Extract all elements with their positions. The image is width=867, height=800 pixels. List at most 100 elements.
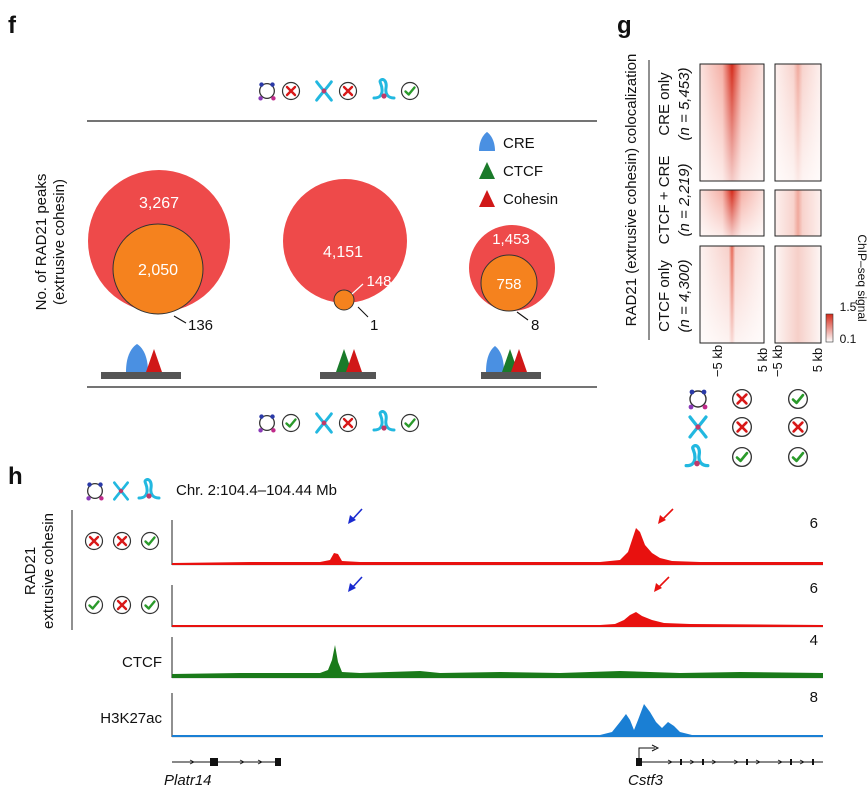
g-row-cre-only-n: (n = 5,453) (676, 68, 693, 141)
blue-arrow-icon (348, 576, 363, 592)
legend-cre: CRE (503, 135, 535, 152)
venn-inner-circle (480, 254, 538, 312)
panel-label-g: g (617, 12, 632, 39)
panel-label-f: f (8, 12, 17, 39)
peak-glyph-all (481, 346, 541, 379)
ring-icon (257, 81, 277, 102)
venn-outside-count: 8 (531, 317, 539, 334)
h-group-label-line2: extrusive cohesin (40, 513, 57, 629)
check-icon (731, 446, 753, 468)
cross-icon (338, 413, 358, 433)
g-row-ctcf-cre-n: (n = 2,219) (676, 164, 693, 237)
legend: CRE CTCF Cohesin (479, 132, 558, 208)
legend-cohesin: Cohesin (503, 191, 558, 208)
g-x-right-col2: 5 kb (810, 348, 825, 373)
track-signal-rad21-2 (172, 612, 823, 627)
venn-outer-circle (283, 179, 407, 303)
check-icon (787, 388, 809, 410)
h-group-label: RAD21 extrusive cohesin (22, 513, 57, 629)
f-ylabel: No. of RAD21 peaks (extrusive cohesin) (33, 174, 68, 311)
cohesin-triangle-icon (146, 349, 162, 372)
gene-platr14 (172, 758, 281, 766)
cross-icon (731, 388, 753, 410)
gene-label-platr14: Platr14 (164, 772, 212, 789)
check-icon (84, 595, 104, 615)
gene-label-cstf3: Cstf3 (628, 772, 664, 789)
h-group-label-line1: RAD21 (22, 547, 39, 595)
colorbar-max: 1.5 (840, 300, 857, 314)
track-signal-rad21-1 (172, 528, 823, 565)
x-chromatid-icon (688, 415, 708, 439)
h-locus: Chr. 2:104.4–104.44 Mb (176, 482, 337, 499)
check-icon (400, 81, 420, 101)
cross-icon (112, 531, 132, 551)
g-row-ctcf-cre: CTCF + CRE (656, 156, 673, 245)
track-signal-ctcf (172, 645, 823, 678)
g-row-cre-only: CRE only (656, 72, 673, 136)
f-ylabel-line1: No. of RAD21 peaks (33, 174, 50, 311)
peak-glyph-ctcf-cohesin (320, 349, 376, 379)
venn-inner-count: 148 (366, 273, 391, 290)
colorbar-label: ChIP–seq signal (855, 234, 867, 321)
loop-icon (372, 78, 396, 101)
cross-icon (787, 416, 809, 438)
red-arrow-icon (658, 508, 674, 524)
ring-icon (257, 413, 277, 434)
gene-cstf3 (636, 744, 823, 766)
pointer-line (516, 311, 529, 321)
track-max-rad21-2: 6 (810, 580, 818, 597)
cross-icon (338, 81, 358, 101)
heatmap-ctcf-only (774, 245, 822, 344)
heatmap-col1 (699, 63, 765, 344)
check-icon (140, 595, 160, 615)
legend-ctcf: CTCF (503, 163, 543, 180)
colorbar: 1.5 0.1 ChIP–seq signal (825, 234, 867, 346)
track-max-h3k27ac: 8 (810, 689, 818, 706)
x-chromatid-icon (315, 80, 333, 102)
g-x-right-col1: 5 kb (755, 348, 770, 373)
track-max-rad21-1: 6 (810, 515, 818, 532)
venn-inner-count: 758 (496, 276, 521, 293)
check-icon (400, 413, 420, 433)
h-track1-icons (84, 531, 160, 551)
venn-all: 1,453 758 8 (469, 225, 555, 334)
panel-label-h: h (8, 463, 23, 490)
heatmap-col2 (774, 63, 822, 344)
cohesin-triangle-icon (479, 190, 495, 207)
heatmap-ctcf-cre (774, 189, 822, 237)
loop-icon (372, 410, 396, 433)
g-row-labels: CRE only (n = 5,453) CTCF + CRE (n = 2,2… (656, 68, 693, 333)
track-label-ctcf: CTCF (122, 654, 162, 671)
track-axes (171, 520, 823, 738)
g-condition-grid (684, 388, 809, 468)
pointer-line (173, 315, 187, 324)
x-chromatid-icon (315, 412, 333, 434)
g-title: RAD21 (extrusive cohesin) colocalization (623, 54, 640, 327)
pointer-line (351, 283, 364, 295)
track-max-ctcf: 4 (810, 632, 818, 649)
heatmaps (699, 63, 822, 344)
venn-inner-count: 2,050 (138, 262, 178, 279)
venn-ctcf-cohesin: 4,151 148 1 (283, 179, 407, 334)
g-row-ctcf-only: CTCF only (656, 260, 673, 332)
venn-outer-count: 4,151 (323, 244, 363, 261)
red-arrow-icon (654, 576, 670, 592)
venn-outer-count: 1,453 (492, 231, 530, 248)
condition-icons-bottom (257, 410, 420, 434)
cohesin-triangle-icon (346, 349, 362, 372)
cre-shape-icon (126, 344, 148, 372)
venn-outside-count: 1 (370, 317, 378, 334)
venn-cre-cohesin: 3,267 2,050 136 (88, 170, 230, 334)
colorbar-min: 0.1 (840, 332, 857, 346)
h-track2-icons (84, 595, 160, 615)
blue-arrow-icon (348, 508, 363, 524)
venn-outside-count: 136 (188, 317, 213, 334)
g-row-ctcf-only-n: (n = 4,300) (676, 260, 693, 333)
cross-icon (112, 595, 132, 615)
venn-inner-circle (333, 289, 355, 311)
x-chromatid-icon (112, 481, 130, 501)
venn-outer-count: 3,267 (139, 195, 179, 212)
track-label-h3k27ac: H3K27ac (100, 710, 162, 727)
cre-shape-icon (486, 346, 504, 372)
check-icon (281, 413, 301, 433)
